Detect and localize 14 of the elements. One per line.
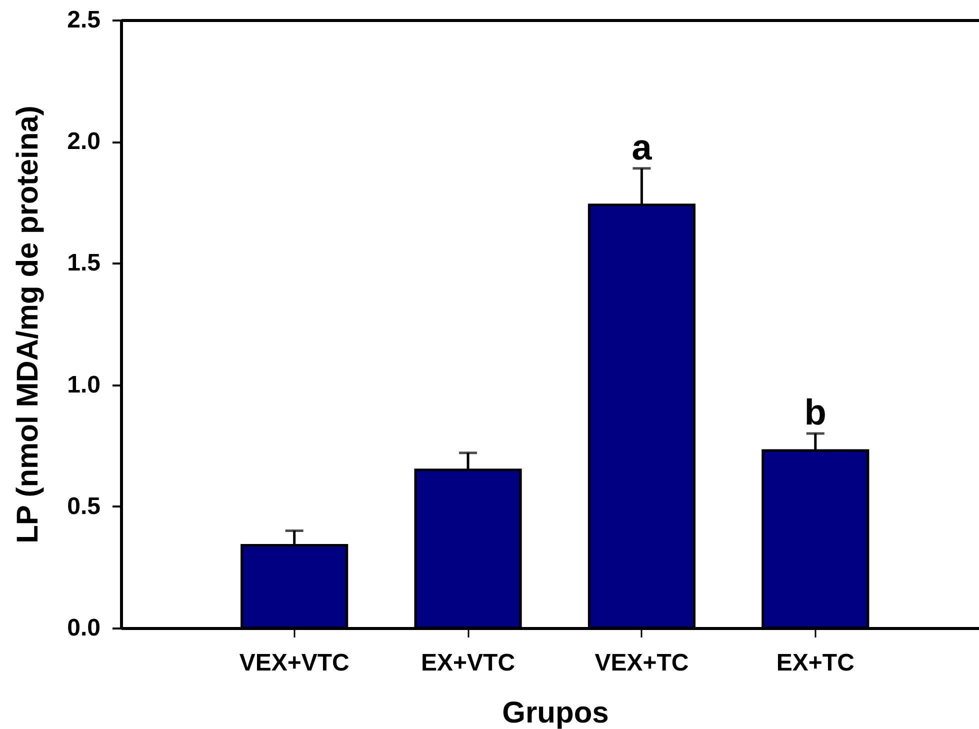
x-tick-label: VEX+TC (594, 650, 689, 676)
y-tick-label: 2.5 (67, 6, 100, 34)
y-tick-label: 1.5 (67, 250, 100, 277)
y-tick-label: 0.5 (67, 492, 100, 520)
x-tick-label: VEX+VTC (239, 650, 350, 676)
annotation: b (804, 391, 826, 432)
y-tick-label: 0.0 (67, 614, 100, 642)
y-axis-title: LP (nmol MDA/mg de proteina) (12, 106, 44, 544)
annotation: a (632, 126, 653, 168)
y-tick-label: 1.0 (67, 371, 100, 398)
x-tick-label: EX+VTC (421, 650, 516, 676)
x-tick-label: EX+TC (776, 650, 854, 676)
x-axis-title: Grupos (502, 696, 609, 729)
y-tick-label: 2.0 (67, 128, 100, 156)
